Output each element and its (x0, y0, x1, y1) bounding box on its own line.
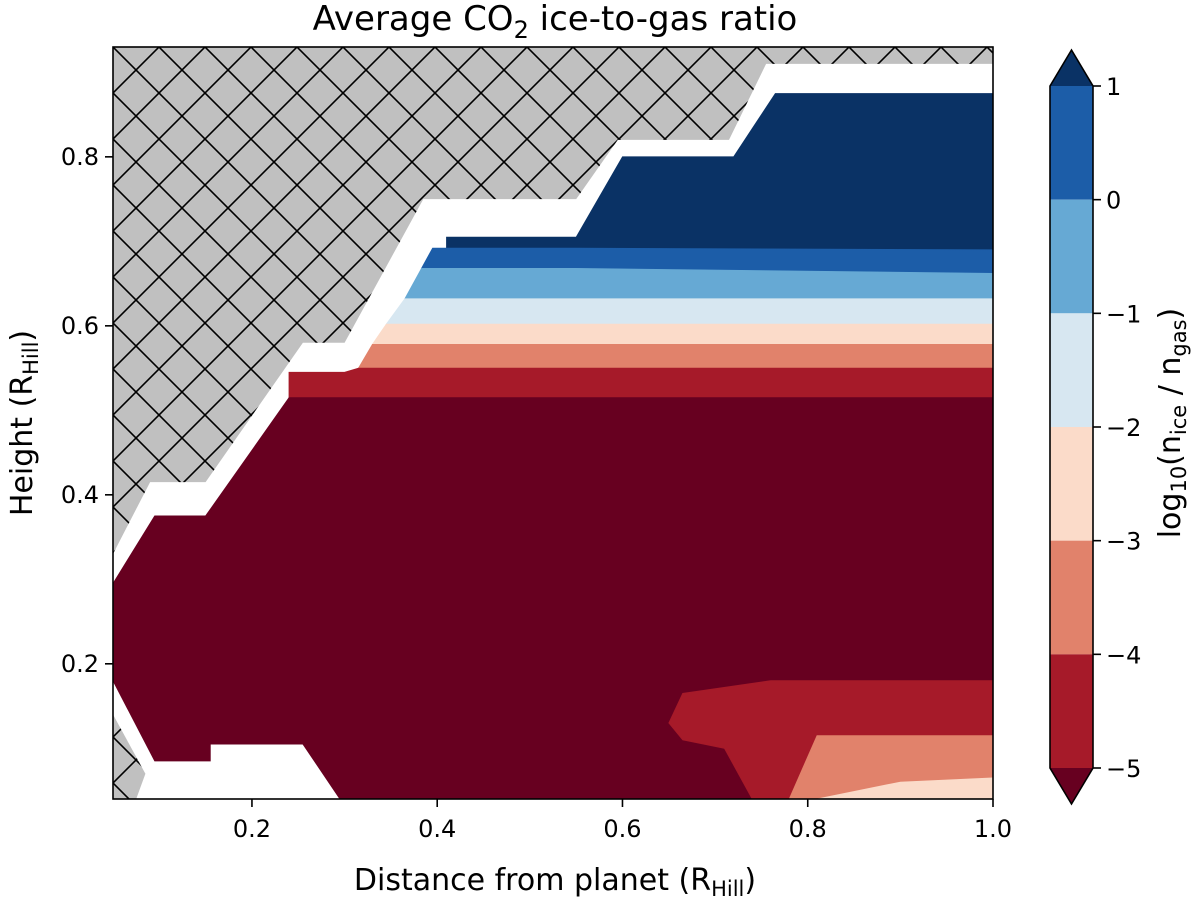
y-axis-label-tail: ) (5, 330, 40, 342)
colorbar-label-post: ) (1153, 308, 1188, 320)
colorbar-tick-label-5: −4 (1106, 641, 1141, 669)
contour-layer (113, 93, 993, 799)
x-axis-label-main: Distance from planet (R (354, 863, 711, 898)
x-tick-label-2: 0.6 (603, 815, 641, 843)
x-tick-label-4: 1.0 (974, 815, 1012, 843)
colorbar-tick-label-2: −1 (1106, 300, 1141, 328)
colorbar-label-sub3: gas (1167, 319, 1191, 356)
contour-region-4 (371, 323, 993, 345)
plot-area (113, 47, 993, 799)
colorbar-label-sub1: 10 (1167, 466, 1191, 493)
contour-region-10 (816, 777, 993, 799)
colorbar-level-4 (1050, 540, 1093, 655)
chart-title: Average CO2 ice-to-gas ratio (313, 0, 798, 44)
x-axis-label: Distance from planet (RHill) (354, 863, 756, 899)
colorbar-label-pre: log (1153, 493, 1188, 539)
colorbar-tick-label-6: −5 (1106, 755, 1141, 783)
colorbar-tick-label-3: −2 (1106, 414, 1141, 442)
colorbar-label-mid2: / n (1153, 357, 1188, 405)
y-tick-label-2: 0.6 (61, 312, 99, 340)
colorbar-extend-over (1050, 50, 1093, 86)
y-axis: 0.2 0.4 0.6 0.8 (61, 143, 113, 678)
contour-region-3 (385, 298, 993, 325)
x-axis-label-subscript: Hill (711, 877, 744, 899)
x-tick-label-1: 0.4 (418, 815, 456, 843)
colorbar-label-sub2: ice (1167, 405, 1191, 435)
contour-region-2 (404, 267, 993, 300)
title-tail: ice-to-gas ratio (529, 0, 798, 39)
contour-region-5 (357, 343, 993, 369)
title-main: Average CO (313, 0, 514, 39)
x-axis-label-tail: ) (744, 863, 756, 898)
y-axis-label-main: Height (R (5, 375, 40, 516)
x-tick-label-3: 0.8 (789, 815, 827, 843)
y-axis-label-subscript: Hill (19, 342, 43, 375)
masked-region-1 (113, 714, 146, 799)
colorbar-level-1 (1050, 199, 1093, 314)
colorbar-tick-label-4: −3 (1106, 528, 1141, 556)
colorbar-label: log10(nice / ngas) (1153, 308, 1191, 539)
x-axis: 0.2 0.4 0.6 0.8 1.0 (233, 799, 1012, 843)
colorbar-level-5 (1050, 654, 1093, 768)
colorbar-level-2 (1050, 313, 1093, 427)
y-axis-label: Height (RHill) (5, 330, 43, 516)
plot-frame (112, 46, 994, 800)
contour-region-6 (288, 367, 993, 399)
colorbar-level-3 (1050, 427, 1093, 541)
y-tick-label-0: 0.2 (61, 650, 99, 678)
colorbar-label-mid1: (n (1153, 435, 1188, 466)
masked-region-layer (113, 47, 993, 799)
title-subscript: 2 (514, 16, 529, 44)
colorbar-extend-under (1050, 768, 1093, 804)
colorbar-tick-label-0: 1 (1106, 73, 1121, 101)
y-tick-label-1: 0.4 (61, 481, 99, 509)
y-tick-label-3: 0.8 (61, 143, 99, 171)
colorbar-tick-label-1: 0 (1106, 187, 1121, 215)
masked-region-0 (113, 47, 993, 554)
colorbar-axis: 1 0 −1 −2 −3 −4 −5 (1093, 73, 1141, 783)
colorbar (1049, 48, 1094, 806)
colorbar-level-0 (1050, 86, 1093, 200)
x-tick-label-0: 0.2 (233, 815, 271, 843)
